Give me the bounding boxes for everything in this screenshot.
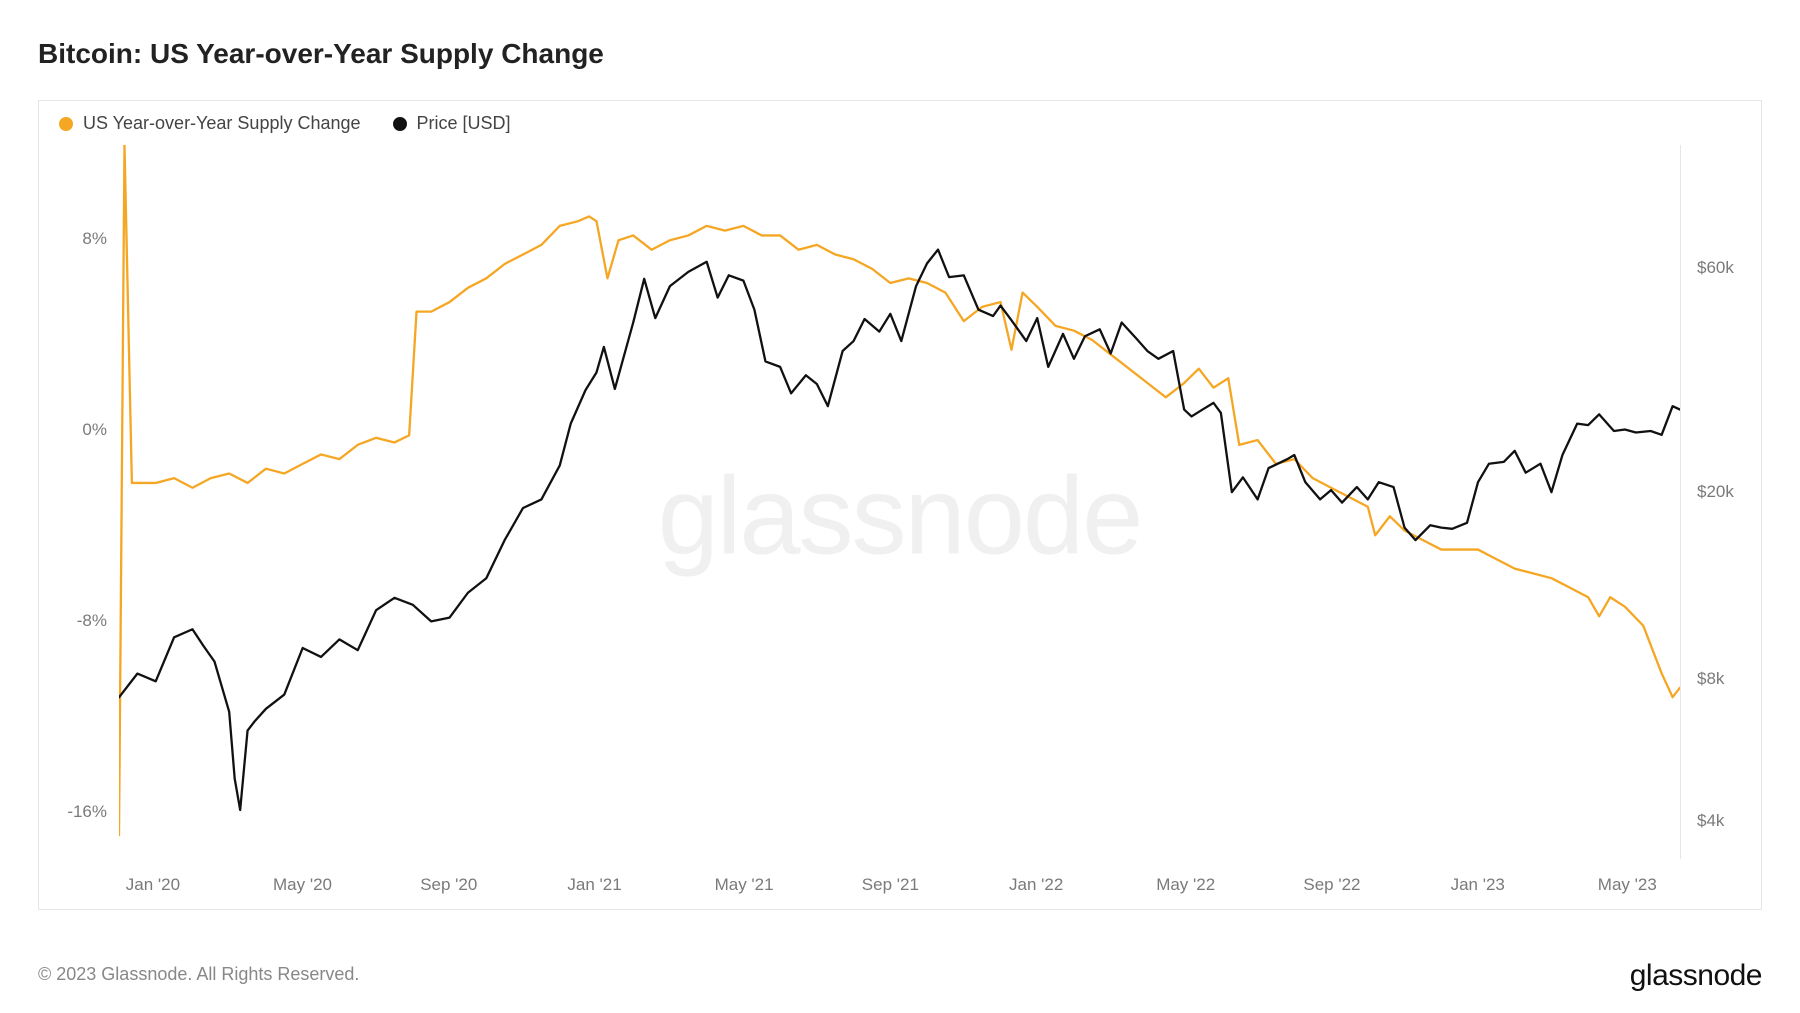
legend-item-supply: US Year-over-Year Supply Change [59,113,361,134]
legend: US Year-over-Year Supply Change Price [U… [59,113,511,134]
series-supply [119,145,1680,835]
x-tick: Jan '22 [1009,875,1063,895]
x-tick: Jan '20 [126,875,180,895]
x-tick: Jan '23 [1451,875,1505,895]
x-tick: Sep '21 [862,875,919,895]
legend-label-price: Price [USD] [417,113,511,134]
legend-label-supply: US Year-over-Year Supply Change [83,113,361,134]
y-right-tick: $60k [1697,258,1734,278]
y-left-tick: -16% [67,802,107,822]
y-right-tick: $4k [1697,811,1724,831]
y-left-tick: -8% [77,611,107,631]
x-tick: May '21 [715,875,774,895]
x-tick: May '22 [1156,875,1215,895]
x-tick: Sep '22 [1303,875,1360,895]
x-tick: May '23 [1598,875,1657,895]
y-right-tick: $8k [1697,669,1724,689]
legend-swatch-price [393,117,407,131]
y-right-tick: $20k [1697,482,1734,502]
x-tick: May '20 [273,875,332,895]
copyright-footer: © 2023 Glassnode. All Rights Reserved. [38,964,359,985]
y-left-tick: 0% [82,420,107,440]
y-left-tick: 8% [82,229,107,249]
series-price [119,250,1680,810]
chart-title: Bitcoin: US Year-over-Year Supply Change [38,38,604,70]
legend-swatch-supply [59,117,73,131]
x-tick: Jan '21 [567,875,621,895]
plot-area: glassnode [119,145,1681,859]
brand-logo: glassnode [1630,959,1762,993]
chart-frame: US Year-over-Year Supply Change Price [U… [38,100,1762,910]
x-tick: Sep '20 [420,875,477,895]
plot-svg [119,145,1680,859]
legend-item-price: Price [USD] [393,113,511,134]
